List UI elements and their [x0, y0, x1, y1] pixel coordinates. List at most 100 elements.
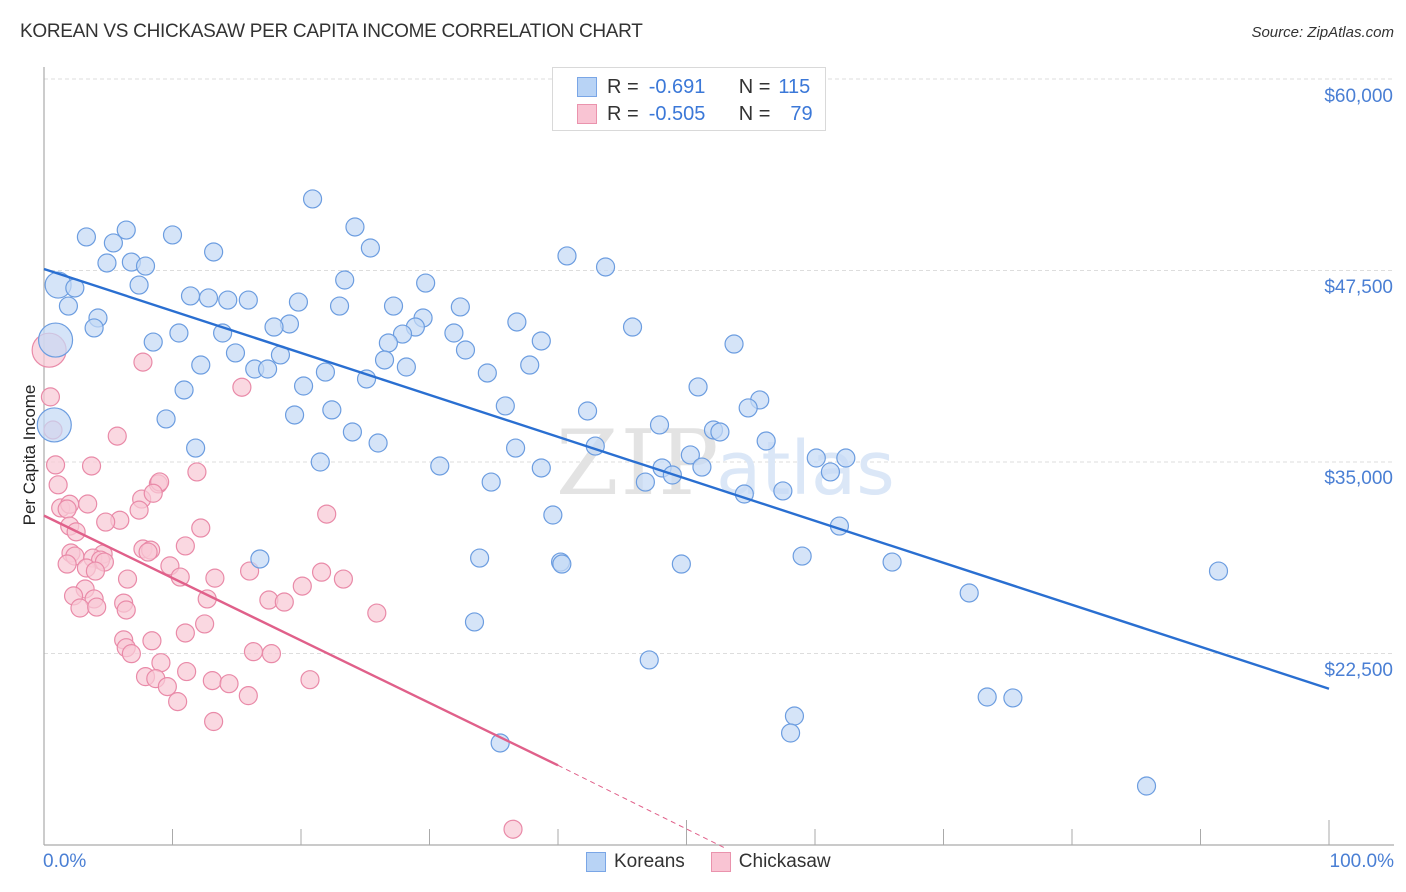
chickasaw-point [133, 352, 153, 372]
koreans-point [345, 217, 365, 237]
y-tick-label: $60,000 [1324, 86, 1393, 107]
chickasaw-point [205, 568, 225, 588]
koreans-point [577, 401, 598, 421]
koreans-point [710, 422, 730, 442]
koreans-point [444, 323, 464, 343]
koreans-point [180, 286, 201, 306]
chickasaw-point [311, 562, 332, 582]
koreans-point [238, 290, 258, 310]
koreans-point [396, 357, 416, 377]
chickasaw-point [81, 456, 102, 476]
chickasaw-trend-line [43, 514, 559, 767]
koreans-point [116, 220, 136, 240]
koreans-point [639, 650, 659, 670]
koreans-point [806, 448, 826, 468]
koreans-point [225, 343, 246, 363]
koreans-point [531, 458, 551, 478]
chickasaw-point [187, 462, 207, 482]
koreans-point [450, 297, 470, 317]
koreans-point [780, 723, 801, 743]
r-label: R = [607, 102, 639, 125]
chickasaw-point [138, 542, 158, 562]
koreans-point [392, 324, 413, 344]
y-axis-label: Per Capita Income [20, 384, 39, 526]
chickasaw-point [168, 692, 188, 712]
x-tick-label-min: 0.0% [43, 851, 87, 872]
koreans-point [218, 290, 238, 310]
koreans-points [36, 189, 1229, 796]
chickasaw-point [107, 426, 127, 446]
chickasaw-point [57, 499, 77, 519]
chickasaw-point [87, 597, 107, 617]
koreans-point [162, 225, 183, 245]
koreans-point [186, 438, 206, 458]
koreans-point [84, 318, 104, 338]
legend-row-chickasaw: R = -0.505 N = 79 [577, 102, 813, 126]
legend-row-koreans: R = -0.691 N = 115 [577, 75, 810, 99]
chickasaw-point [142, 631, 162, 651]
koreans-point [477, 363, 497, 383]
koreans-point [335, 270, 355, 290]
chickasaw-point [116, 600, 136, 620]
r-value: -0.691 [648, 75, 706, 98]
koreans-point [58, 296, 79, 316]
chickasaw-point [96, 512, 116, 532]
koreans-point [543, 505, 563, 525]
source-label: Source: ZipAtlas.com [1251, 24, 1394, 41]
chickasaw-point [177, 661, 197, 682]
koreans-point [174, 380, 194, 400]
koreans-point [383, 296, 404, 316]
legend-item-koreans[interactable]: Koreans [586, 851, 685, 873]
chickasaw-point [175, 536, 195, 556]
chickasaw-point [117, 569, 138, 589]
koreans-point [156, 409, 176, 429]
koreans-point [836, 448, 856, 468]
chickasaw-swatch [710, 852, 731, 872]
koreans-point [198, 288, 219, 308]
koreans-point [430, 456, 450, 476]
r-label: R = [607, 75, 639, 98]
koreans-swatch [577, 77, 597, 97]
koreans-point [36, 407, 72, 443]
chickasaw-point [143, 483, 163, 503]
chickasaw-point [317, 504, 337, 524]
koreans-point [37, 322, 74, 358]
legend-item-chickasaw[interactable]: Chickasaw [710, 851, 831, 873]
n-value: 79 [790, 102, 813, 125]
chickasaw-swatch [577, 104, 597, 124]
koreans-point [481, 472, 501, 492]
koreans-point [310, 452, 330, 472]
koreans-point [959, 583, 979, 603]
koreans-point [557, 246, 577, 266]
koreans-point [635, 472, 655, 492]
koreans-point [374, 350, 395, 370]
koreans-point [103, 233, 123, 253]
chickasaw-points [31, 332, 523, 839]
chart-title: KOREAN VS CHICKASAW PER CAPITA INCOME CO… [20, 21, 643, 42]
koreans-point [1136, 776, 1157, 796]
koreans-point [1003, 688, 1023, 708]
koreans-point [360, 238, 380, 258]
correlation-legend: R = -0.691 N = 115 R = -0.505 N = 79 [552, 67, 826, 131]
axes [43, 67, 1394, 846]
koreans-point [284, 405, 305, 425]
chickasaw-point [238, 686, 258, 706]
koreans-point [1208, 561, 1229, 581]
koreans-swatch [586, 852, 606, 872]
y-tick-label: $22,500 [1324, 660, 1393, 681]
koreans-point [882, 552, 902, 572]
chickasaw-point [204, 711, 224, 732]
koreans-point [378, 333, 398, 353]
chickasaw-point [367, 603, 387, 623]
koreans-point [464, 612, 485, 632]
chickasaw-point [232, 377, 252, 397]
koreans-point [552, 554, 572, 574]
chickasaw-point [274, 592, 294, 612]
n-value: 115 [778, 75, 811, 98]
koreans-point [505, 438, 526, 458]
chickasaw-point [191, 518, 211, 538]
chickasaw-point [300, 670, 320, 690]
chickasaw-point [57, 554, 77, 574]
koreans-point [495, 396, 515, 416]
koreans-point [129, 275, 149, 295]
